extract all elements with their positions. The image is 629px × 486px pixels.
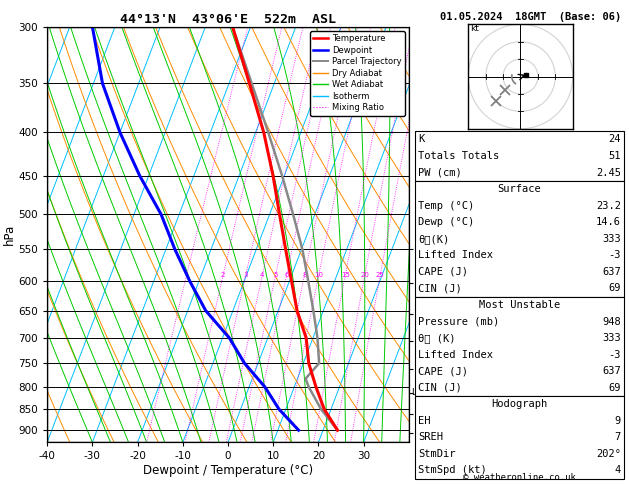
- Text: 5: 5: [274, 272, 278, 278]
- Text: StmSpd (kt): StmSpd (kt): [418, 466, 487, 475]
- Text: StmDir: StmDir: [418, 449, 456, 459]
- Text: 24: 24: [608, 135, 621, 144]
- Text: CIN (J): CIN (J): [418, 382, 462, 393]
- Text: 4: 4: [615, 466, 621, 475]
- Text: θᴇ(K): θᴇ(K): [418, 234, 450, 244]
- Y-axis label: km
ASL: km ASL: [427, 224, 448, 245]
- Text: CAPE (J): CAPE (J): [418, 366, 468, 376]
- Text: SREH: SREH: [418, 433, 443, 442]
- Text: Surface: Surface: [498, 184, 542, 194]
- Text: EH: EH: [418, 416, 431, 426]
- Text: 2: 2: [221, 272, 225, 278]
- Text: 20: 20: [360, 272, 369, 278]
- Text: 51: 51: [608, 151, 621, 161]
- Text: 637: 637: [602, 366, 621, 376]
- Text: CAPE (J): CAPE (J): [418, 267, 468, 277]
- Text: 14.6: 14.6: [596, 217, 621, 227]
- Text: 7: 7: [615, 433, 621, 442]
- Text: 333: 333: [602, 333, 621, 343]
- Text: Dewp (°C): Dewp (°C): [418, 217, 474, 227]
- Text: Most Unstable: Most Unstable: [479, 300, 560, 310]
- Text: 23.2: 23.2: [596, 201, 621, 211]
- Text: 637: 637: [602, 267, 621, 277]
- Text: Pressure (mb): Pressure (mb): [418, 316, 499, 327]
- Text: 202°: 202°: [596, 449, 621, 459]
- Text: Lifted Index: Lifted Index: [418, 250, 493, 260]
- Text: θᴇ (K): θᴇ (K): [418, 333, 456, 343]
- Text: kt: kt: [470, 24, 479, 33]
- Text: 948: 948: [602, 316, 621, 327]
- X-axis label: Dewpoint / Temperature (°C): Dewpoint / Temperature (°C): [143, 464, 313, 477]
- Text: 1: 1: [184, 272, 189, 278]
- Text: 10: 10: [314, 272, 323, 278]
- Text: Totals Totals: Totals Totals: [418, 151, 499, 161]
- Text: 3: 3: [243, 272, 248, 278]
- Text: 25: 25: [376, 272, 385, 278]
- Y-axis label: hPa: hPa: [3, 224, 16, 245]
- Legend: Temperature, Dewpoint, Parcel Trajectory, Dry Adiabat, Wet Adiabat, Isotherm, Mi: Temperature, Dewpoint, Parcel Trajectory…: [310, 31, 404, 116]
- Text: 8: 8: [303, 272, 307, 278]
- Text: 15: 15: [341, 272, 350, 278]
- Title: 44°13'N  43°06'E  522m  ASL: 44°13'N 43°06'E 522m ASL: [120, 13, 336, 26]
- Text: 01.05.2024  18GMT  (Base: 06): 01.05.2024 18GMT (Base: 06): [440, 12, 621, 22]
- Text: 9: 9: [615, 416, 621, 426]
- Text: -3: -3: [608, 250, 621, 260]
- Text: © weatheronline.co.uk: © weatheronline.co.uk: [463, 473, 576, 482]
- Text: 333: 333: [602, 234, 621, 244]
- Text: Temp (°C): Temp (°C): [418, 201, 474, 211]
- Text: LCL: LCL: [411, 388, 427, 398]
- Text: PW (cm): PW (cm): [418, 168, 462, 177]
- Text: 2.45: 2.45: [596, 168, 621, 177]
- Text: 6: 6: [284, 272, 289, 278]
- Text: 69: 69: [608, 382, 621, 393]
- Text: K: K: [418, 135, 425, 144]
- Text: Lifted Index: Lifted Index: [418, 349, 493, 360]
- Text: -3: -3: [608, 349, 621, 360]
- Text: 4: 4: [260, 272, 265, 278]
- Text: CIN (J): CIN (J): [418, 283, 462, 294]
- Text: 69: 69: [608, 283, 621, 294]
- Text: Hodograph: Hodograph: [491, 399, 548, 409]
